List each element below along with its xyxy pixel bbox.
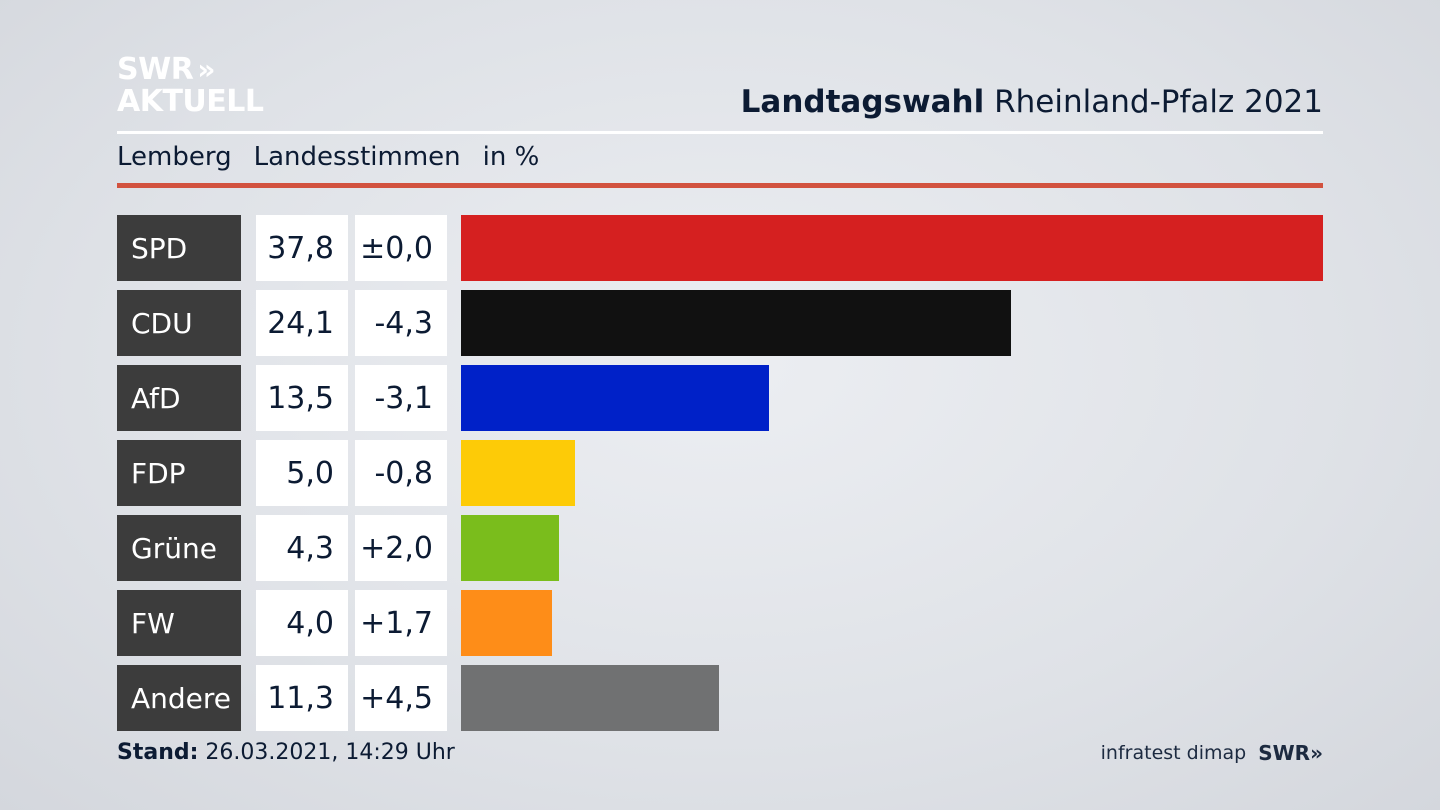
diff-label: ±0,0 [355,215,447,281]
header-divider [117,131,1323,134]
value-label: 11,3 [256,665,348,731]
diff-label: -4,3 [355,290,447,356]
logo-swr-text: SWR [117,52,194,87]
chart-row: CDU 24,1 -4,3 [117,290,1323,356]
value-label: 24,1 [256,290,348,356]
bar-track [461,515,1323,581]
chart-row: Grüne 4,3 +2,0 [117,515,1323,581]
diff-label: +2,0 [355,515,447,581]
subtitle-place: Lemberg [117,142,232,172]
bar [461,215,1323,281]
stand-label: Stand: [117,740,199,765]
party-label: FDP [117,440,241,506]
party-label: FW [117,590,241,656]
title-bold: Landtagswahl [740,84,985,120]
bar [461,665,719,731]
timestamp: Stand: 26.03.2021, 14:29 Uhr [117,740,455,765]
chart-row: FDP 5,0 -0,8 [117,440,1323,506]
diff-label: +1,7 [355,590,447,656]
party-label: AfD [117,365,241,431]
value-label: 13,5 [256,365,348,431]
bar-track [461,290,1323,356]
bar-track [461,440,1323,506]
value-label: 5,0 [256,440,348,506]
stand-value: 26.03.2021, 14:29 Uhr [205,740,455,765]
value-label: 4,3 [256,515,348,581]
swr-aktuell-logo: SWR » AKTUELL [117,54,264,118]
bar [461,290,1011,356]
swr-chevron-icon: » [1310,741,1323,765]
party-label: Grüne [117,515,241,581]
bar [461,440,575,506]
diff-label: +4,5 [355,665,447,731]
title-rest: Rheinland-Pfalz 2021 [994,84,1323,120]
bar [461,515,559,581]
logo-aktuell-text: AKTUELL [117,84,264,119]
chart-row: FW 4,0 +1,7 [117,590,1323,656]
bar-track [461,215,1323,281]
subtitle-metric: Landesstimmen [253,142,461,172]
subtitle-unit: in % [482,142,540,172]
source-credit: infratest dimap SWR» [1101,741,1323,765]
logo-chevron-icon: » [197,53,215,86]
bar-track [461,665,1323,731]
swr-brand-text: SWR [1258,741,1311,765]
party-label: SPD [117,215,241,281]
value-label: 4,0 [256,590,348,656]
accent-divider [117,183,1323,188]
party-label: Andere [117,665,241,731]
bar-track [461,365,1323,431]
chart-row: Andere 11,3 +4,5 [117,665,1323,731]
chart-row: SPD 37,8 ±0,0 [117,215,1323,281]
swr-brand: SWR» [1258,741,1323,765]
bar [461,590,552,656]
bar [461,365,769,431]
page-title: Landtagswahl Rheinland-Pfalz 2021 [741,84,1323,120]
diff-label: -3,1 [355,365,447,431]
chart-row: AfD 13,5 -3,1 [117,365,1323,431]
bar-track [461,590,1323,656]
value-label: 37,8 [256,215,348,281]
party-label: CDU [117,290,241,356]
source-text: infratest dimap [1100,742,1247,764]
chart-subtitle: Lemberg Landesstimmen in % [117,142,561,172]
diff-label: -0,8 [355,440,447,506]
